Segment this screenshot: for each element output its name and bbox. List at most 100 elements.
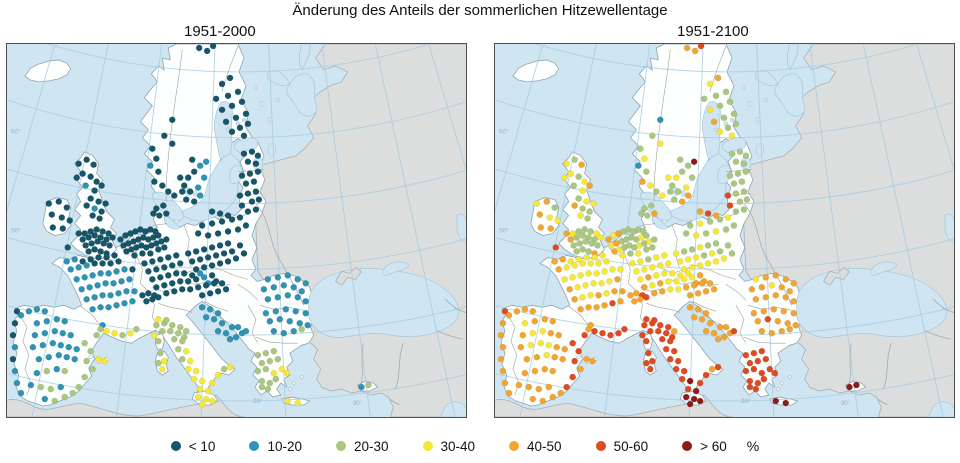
country-border [204, 301, 229, 312]
legend-dot-icon [170, 441, 181, 451]
station-dot [254, 152, 262, 159]
station-dot [786, 288, 794, 295]
station-dot [194, 230, 202, 237]
islet [88, 355, 93, 359]
station-dot [686, 304, 694, 311]
station-dot [95, 254, 102, 261]
station-dot [649, 264, 656, 271]
station-dot [571, 202, 578, 209]
station-dot [649, 282, 656, 289]
station-dot [9, 331, 17, 339]
station-dot [264, 296, 272, 303]
station-dot [155, 246, 162, 253]
station-dot [750, 349, 758, 357]
station-dot [639, 178, 646, 185]
station-dot [147, 250, 154, 257]
country-border [743, 336, 786, 344]
station-dot [561, 276, 568, 283]
legend-dot-icon [335, 441, 346, 451]
station-dot [645, 349, 652, 357]
legend-item-2030: 20-30 [335, 439, 389, 454]
station-dot [585, 304, 592, 311]
station-dot [780, 307, 788, 315]
station-dot [224, 228, 232, 235]
station-dot [643, 315, 650, 323]
station-dot [117, 236, 124, 243]
station-dot [633, 268, 640, 275]
islet [576, 355, 581, 359]
station-dot [621, 325, 628, 333]
station-dot [103, 327, 110, 335]
station-dot [232, 333, 240, 341]
station-dot [33, 369, 41, 377]
station-dot [85, 234, 92, 241]
graticule-parallel [535, 44, 919, 73]
country-border [646, 303, 681, 313]
country-border [136, 255, 143, 284]
station-dot [766, 365, 774, 373]
station-dot [196, 256, 204, 263]
islet [787, 375, 792, 379]
water-azov [382, 261, 410, 276]
station-dot [575, 347, 582, 355]
station-dot [554, 217, 562, 224]
legend-item-4050: 40-50 [509, 439, 562, 454]
station-dot [119, 331, 126, 339]
station-dot [569, 339, 576, 347]
station-dot [593, 230, 600, 237]
station-dot [156, 212, 163, 219]
station-dot [722, 226, 730, 233]
station-dot [545, 341, 553, 349]
graticule-label: 50° [11, 226, 21, 234]
graticule-parallel [495, 237, 954, 270]
station-dot [107, 260, 114, 267]
station-dot [513, 307, 521, 315]
station-dot [57, 341, 65, 349]
water-whitesea1 [774, 73, 806, 117]
station-dot [672, 250, 680, 257]
station-dot [732, 158, 740, 165]
graticule-meridian [862, 44, 944, 417]
station-dot [724, 242, 732, 249]
station-dot [184, 278, 192, 285]
station-dot [200, 246, 208, 253]
station-dot [176, 174, 184, 181]
legend-item-5060: 50-60 [595, 439, 648, 454]
station-dot [89, 272, 96, 279]
station-dot [631, 298, 638, 305]
station-dot [358, 383, 365, 391]
station-dot [732, 190, 740, 197]
station-dot [95, 198, 102, 205]
station-dot [658, 335, 666, 343]
station-dot [43, 367, 51, 375]
station-dot [294, 294, 302, 301]
station-dot [224, 92, 232, 100]
station-dot [758, 327, 766, 335]
station-dot [252, 206, 260, 213]
station-dot [67, 331, 75, 339]
station-dot [218, 319, 226, 327]
station-dot [525, 383, 533, 391]
station-dot [149, 276, 156, 283]
country-border [624, 255, 631, 284]
station-dot [594, 242, 601, 249]
station-dot [131, 252, 138, 259]
station-dot [575, 256, 582, 263]
station-dot [266, 357, 274, 365]
land-nodata-africa [7, 394, 245, 417]
station-dot [726, 202, 734, 209]
station-dot [262, 309, 270, 317]
station-dot [680, 367, 688, 375]
station-dot [161, 264, 168, 271]
station-dot [174, 345, 182, 353]
country-border-nodata [255, 203, 305, 306]
station-dot [641, 266, 648, 273]
station-dot [236, 242, 244, 249]
station-dot [579, 294, 586, 301]
station-dot [704, 260, 712, 267]
graticule-parallel [7, 304, 466, 336]
station-dot [541, 365, 549, 373]
station-dot [151, 331, 158, 339]
station-dot [99, 260, 106, 267]
station-dot [302, 280, 309, 287]
